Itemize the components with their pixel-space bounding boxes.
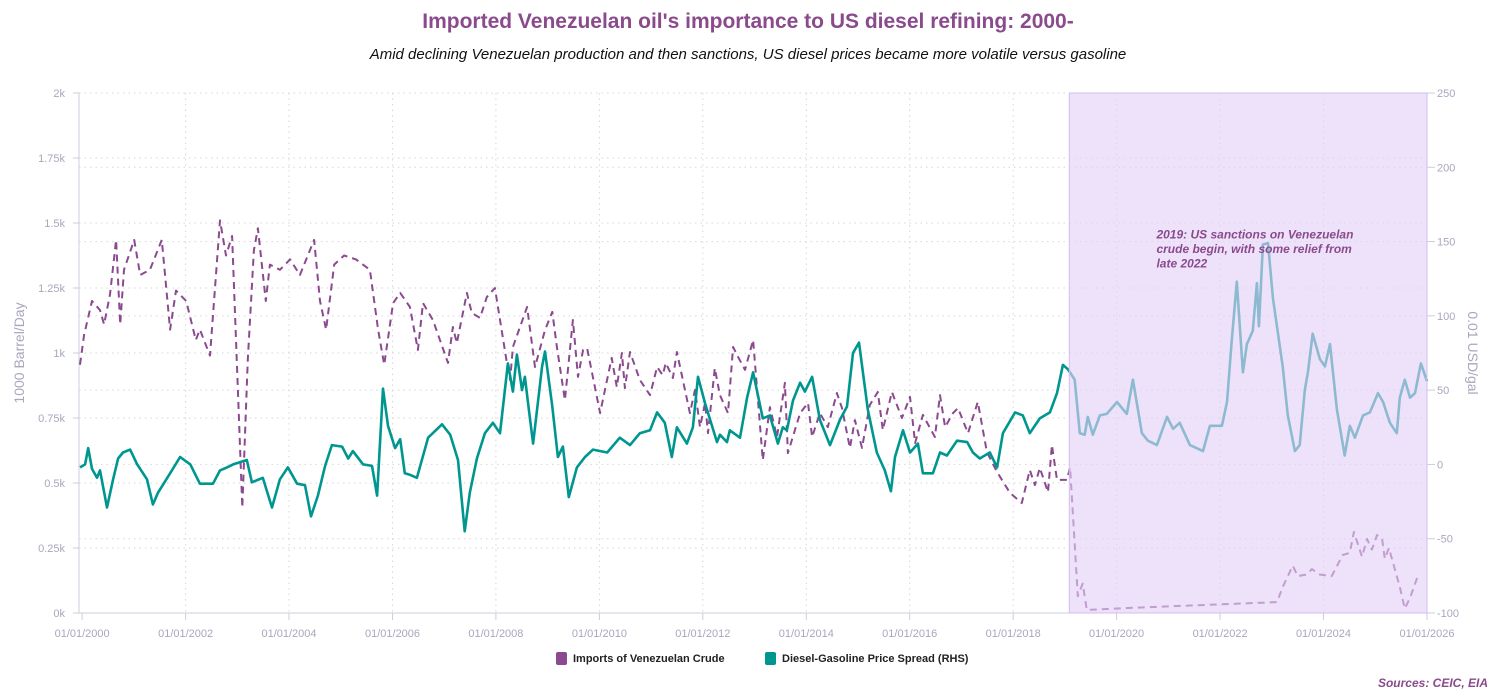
legend-label-imports: Imports of Venezuelan Crude (573, 652, 725, 665)
annotation-line: 2019: US sanctions on Venezuelan (1155, 228, 1353, 242)
series-line-imports (79, 219, 1419, 611)
y-tick-label-left: 1k (53, 348, 65, 360)
x-tick-label: 01/01/2012 (675, 628, 730, 640)
y-tick-label-right: 200 (1437, 162, 1455, 174)
chart-title: Imported Venezuelan oil's importance to … (422, 10, 1074, 33)
x-tick-label: 01/01/2004 (261, 628, 316, 640)
x-tick-label: 01/01/2024 (1296, 628, 1351, 640)
y-tick-label-right: -50 (1437, 534, 1453, 546)
y-axis-label-left: 1000 Barrel/Day (11, 302, 27, 403)
x-tick-label: 01/01/2020 (1089, 628, 1144, 640)
y-tick-label-left: 0.5k (44, 478, 65, 490)
x-tick-label: 01/01/2026 (1399, 628, 1454, 640)
x-tick-label: 01/01/2000 (55, 628, 110, 640)
x-tick-label: 01/01/2014 (779, 628, 834, 640)
x-tick-label: 01/01/2006 (365, 628, 420, 640)
y-tick-label-right: -100 (1437, 608, 1459, 620)
legend-item-spread[interactable]: Diesel-Gasoline Price Spread (RHS) (765, 652, 968, 665)
x-tick-label: 01/01/2018 (986, 628, 1041, 640)
y-tick-label-left: 1.25k (38, 283, 65, 295)
y-tick-label-right: 0 (1437, 459, 1443, 471)
legend-swatch-imports (556, 652, 567, 665)
x-tick-label: 01/01/2010 (572, 628, 627, 640)
chart-subtitle: Amid declining Venezuelan production and… (369, 46, 1127, 63)
y-tick-label-left: 1.75k (38, 153, 65, 165)
annotation-line: late 2022 (1156, 257, 1207, 271)
sanctions-shaded-region (1068, 92, 1428, 614)
x-tick-label: 01/01/2016 (882, 628, 937, 640)
legend-swatch-spread (765, 652, 776, 665)
y-tick-label-right: 150 (1437, 237, 1455, 249)
x-tick-label: 01/01/2008 (468, 628, 523, 640)
legend-item-imports[interactable]: Imports of Venezuelan Crude (556, 652, 725, 665)
y-tick-label-left: 0k (53, 608, 65, 620)
y-axis-label-right: 0.01 USD/gal (1465, 311, 1481, 394)
x-tick-label: 01/01/2022 (1193, 628, 1248, 640)
y-tick-label-left: 0.25k (38, 543, 65, 555)
y-tick-label-left: 0.75k (38, 413, 65, 425)
legend-label-spread: Diesel-Gasoline Price Spread (RHS) (782, 652, 969, 665)
y-tick-label-left: 1.5k (44, 218, 65, 230)
y-tick-label-right: 250 (1437, 88, 1455, 100)
y-tick-label-left: 2k (53, 88, 65, 100)
annotation-line: crude begin, with some relief from (1156, 242, 1352, 256)
y-tick-label-right: 50 (1437, 385, 1449, 397)
sources-note: Sources: CEIC, EIA (1377, 676, 1488, 690)
x-tick-label: 01/01/2002 (158, 628, 213, 640)
y-tick-label-right: 100 (1437, 311, 1455, 323)
